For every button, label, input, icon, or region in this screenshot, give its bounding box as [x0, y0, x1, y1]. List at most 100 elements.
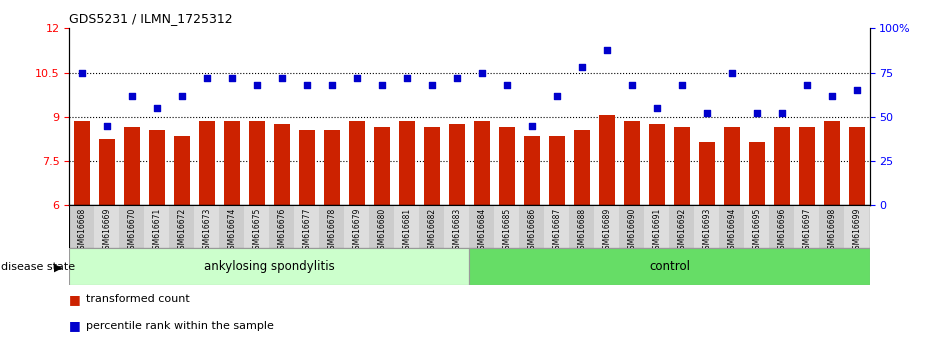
Text: GSM616696: GSM616696	[778, 207, 786, 254]
Point	[749, 110, 764, 116]
Bar	[495, 205, 520, 248]
Bar	[745, 205, 770, 248]
Bar	[549, 136, 565, 205]
Point	[699, 110, 714, 116]
Bar	[399, 121, 415, 205]
Bar	[299, 130, 315, 205]
Point	[500, 82, 514, 88]
Text: GDS5231 / ILMN_1725312: GDS5231 / ILMN_1725312	[69, 12, 233, 25]
Bar	[724, 127, 740, 205]
Text: GSM616682: GSM616682	[427, 207, 437, 253]
Bar	[244, 205, 269, 248]
Bar	[799, 127, 815, 205]
Bar	[169, 205, 194, 248]
Bar	[99, 139, 115, 205]
Point	[799, 82, 814, 88]
Point	[125, 93, 140, 98]
Point	[524, 123, 539, 129]
Bar	[69, 205, 94, 248]
Bar	[620, 205, 645, 248]
Bar	[119, 205, 144, 248]
Bar	[149, 130, 165, 205]
Bar	[249, 121, 265, 205]
Bar	[645, 205, 670, 248]
Text: GSM616673: GSM616673	[203, 207, 212, 254]
Text: ▶: ▶	[55, 262, 63, 272]
Text: ■: ■	[69, 293, 81, 306]
Bar	[699, 142, 715, 205]
Bar	[820, 205, 845, 248]
Text: transformed count: transformed count	[86, 294, 190, 304]
Bar	[324, 130, 340, 205]
Bar	[598, 115, 615, 205]
Bar	[424, 127, 440, 205]
Text: GSM616695: GSM616695	[752, 207, 761, 254]
Bar	[470, 248, 870, 285]
Bar	[595, 205, 620, 248]
Text: GSM616684: GSM616684	[477, 207, 487, 254]
Text: GSM616670: GSM616670	[128, 207, 136, 254]
Text: GSM616691: GSM616691	[652, 207, 661, 254]
Text: GSM616683: GSM616683	[452, 207, 462, 254]
Bar	[419, 205, 444, 248]
Text: GSM616699: GSM616699	[853, 207, 861, 254]
Bar	[845, 205, 869, 248]
Text: GSM616676: GSM616676	[278, 207, 287, 254]
Bar	[344, 205, 369, 248]
Bar	[749, 142, 765, 205]
Point	[325, 82, 339, 88]
Bar	[524, 136, 540, 205]
Bar	[795, 205, 820, 248]
Bar	[199, 121, 215, 205]
Bar	[294, 205, 319, 248]
Text: GSM616680: GSM616680	[377, 207, 387, 254]
Text: GSM616687: GSM616687	[552, 207, 561, 254]
Bar	[394, 205, 419, 248]
Point	[225, 75, 240, 81]
Point	[200, 75, 215, 81]
Text: GSM616693: GSM616693	[702, 207, 711, 254]
Point	[100, 123, 115, 129]
Point	[574, 64, 589, 70]
Bar	[369, 205, 394, 248]
Bar	[194, 205, 219, 248]
Text: ankylosing spondylitis: ankylosing spondylitis	[204, 260, 335, 273]
Text: GSM616669: GSM616669	[103, 207, 111, 254]
Bar	[774, 127, 790, 205]
Bar	[720, 205, 745, 248]
Point	[75, 70, 90, 75]
Point	[300, 82, 314, 88]
Point	[624, 82, 639, 88]
Bar	[570, 205, 595, 248]
Bar	[770, 205, 795, 248]
Text: GSM616681: GSM616681	[402, 207, 412, 253]
Bar	[623, 121, 640, 205]
Point	[400, 75, 414, 81]
Text: GSM616690: GSM616690	[627, 207, 636, 254]
Point	[450, 75, 464, 81]
Bar	[374, 127, 390, 205]
Text: GSM616689: GSM616689	[602, 207, 611, 254]
Bar	[269, 205, 294, 248]
Point	[375, 82, 389, 88]
Bar	[74, 121, 90, 205]
Bar	[349, 121, 365, 205]
Bar	[520, 205, 545, 248]
Text: GSM616698: GSM616698	[828, 207, 836, 254]
Text: GSM616678: GSM616678	[327, 207, 337, 254]
Text: GSM616694: GSM616694	[727, 207, 736, 254]
Text: GSM616688: GSM616688	[577, 207, 586, 253]
Point	[774, 110, 789, 116]
Bar	[69, 248, 470, 285]
Text: GSM616685: GSM616685	[502, 207, 512, 254]
Bar	[695, 205, 720, 248]
Bar	[224, 121, 240, 205]
Bar	[274, 124, 290, 205]
Bar	[499, 127, 515, 205]
Text: GSM616675: GSM616675	[253, 207, 262, 254]
Point	[250, 82, 265, 88]
Text: percentile rank within the sample: percentile rank within the sample	[86, 321, 274, 331]
Bar	[174, 136, 190, 205]
Bar	[219, 205, 244, 248]
Bar	[849, 127, 865, 205]
